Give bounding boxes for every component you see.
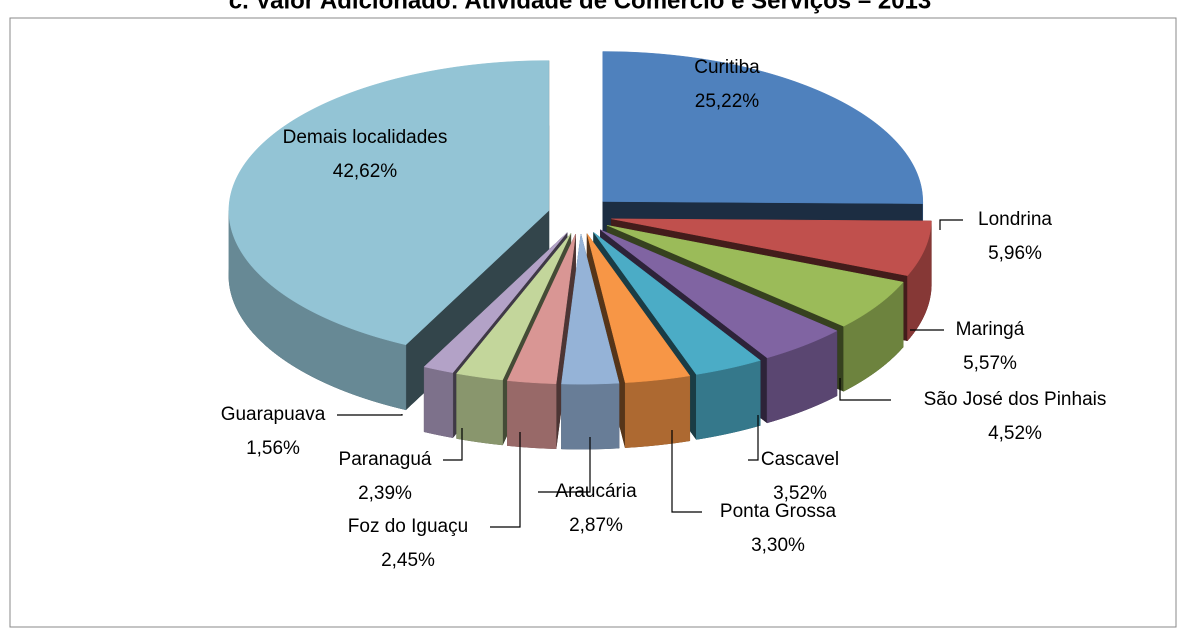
slice bbox=[506, 233, 576, 449]
leader-line bbox=[748, 415, 759, 461]
slice-value-label: 4,52% bbox=[988, 423, 1042, 444]
slice-wall bbox=[624, 375, 691, 448]
slice-value-label: 2,39% bbox=[358, 483, 412, 504]
leader-line bbox=[671, 430, 702, 513]
slice-top bbox=[611, 218, 932, 276]
chart-title: c. Valor Adicionado: Atividade de Comérc… bbox=[229, 0, 931, 14]
slice-label: Araucária bbox=[555, 481, 637, 502]
slice-top bbox=[228, 60, 550, 346]
slice-label: São José dos Pinhais bbox=[924, 389, 1107, 410]
slice-top bbox=[423, 232, 568, 373]
slice-top bbox=[593, 232, 761, 375]
slice-value-label: 42,62% bbox=[333, 161, 398, 182]
slice-value-label: 2,87% bbox=[569, 515, 623, 536]
slice-label: Maringá bbox=[956, 319, 1025, 340]
slice-top bbox=[506, 233, 576, 384]
leader-line bbox=[490, 432, 521, 528]
slice-value-label: 5,57% bbox=[963, 353, 1017, 374]
slice-label: Curitiba bbox=[694, 57, 760, 78]
slice-value-label: 5,96% bbox=[988, 243, 1042, 264]
slice-top bbox=[456, 233, 572, 381]
slice-value-label: 3,52% bbox=[773, 483, 827, 504]
slice-wall bbox=[456, 373, 503, 446]
leader-line bbox=[337, 414, 403, 416]
slice-label: Ponta Grossa bbox=[720, 501, 837, 522]
slice bbox=[561, 234, 620, 450]
slice-wall bbox=[507, 380, 557, 449]
slice-label: Guarapuava bbox=[221, 404, 326, 425]
slice-label: Londrina bbox=[978, 209, 1052, 230]
leader-line bbox=[443, 428, 463, 461]
slice-top bbox=[561, 234, 620, 385]
slice-value-label: 25,22% bbox=[695, 91, 760, 112]
leader-line bbox=[939, 219, 963, 230]
slice-value-label: 1,56% bbox=[246, 438, 300, 459]
slice-top bbox=[586, 233, 691, 383]
leader-line bbox=[538, 437, 591, 493]
slice-top bbox=[602, 51, 924, 204]
slice-value-label: 2,45% bbox=[381, 550, 435, 571]
slice-value-label: 3,30% bbox=[751, 535, 805, 556]
slice-top bbox=[600, 229, 838, 359]
slice-label: Paranaguá bbox=[339, 449, 432, 470]
slice-wall bbox=[423, 366, 454, 438]
slice-label: Cascavel bbox=[761, 449, 839, 470]
slice-label: Foz do Iguaçu bbox=[348, 516, 468, 537]
slice-top bbox=[606, 225, 904, 327]
leader-line bbox=[839, 378, 891, 401]
slice-label: Demais localidades bbox=[283, 127, 448, 148]
